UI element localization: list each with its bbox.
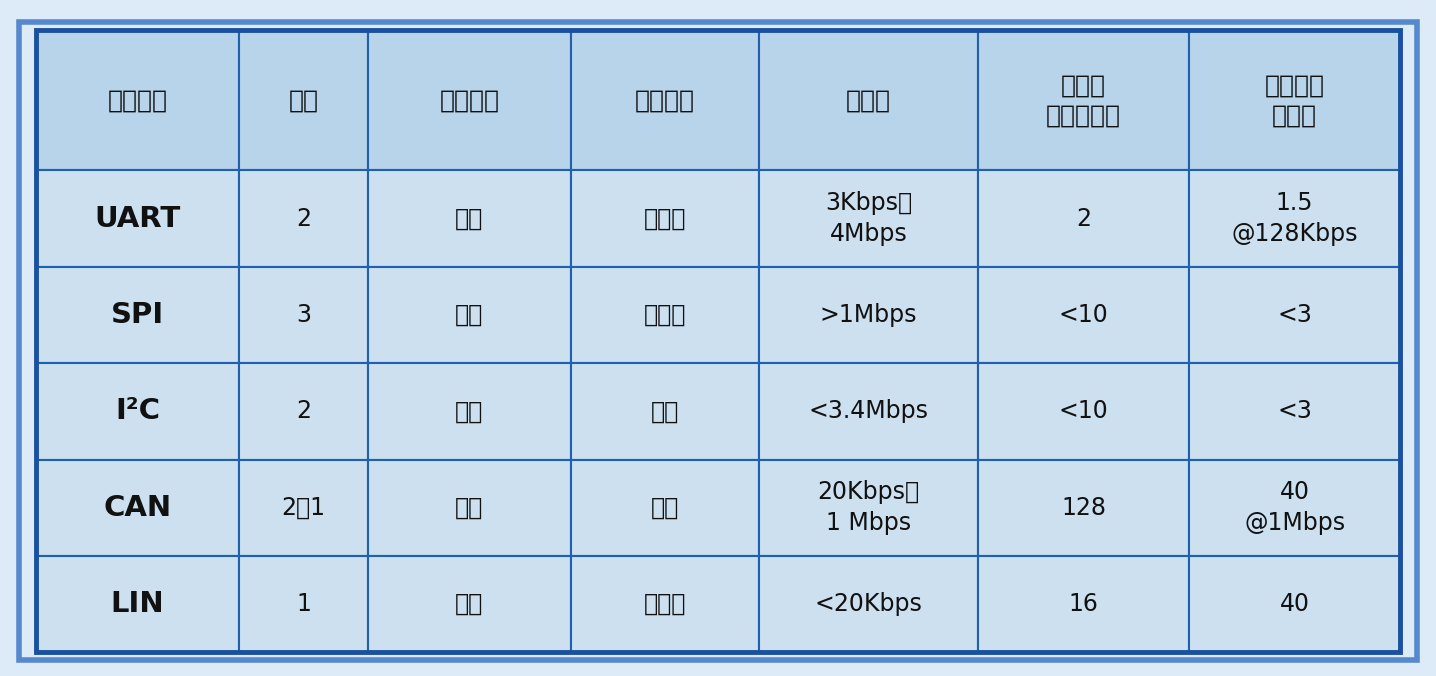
FancyBboxPatch shape: [240, 267, 368, 363]
Text: <10: <10: [1058, 400, 1109, 423]
Text: 2或1: 2或1: [281, 496, 326, 520]
Text: 16: 16: [1068, 592, 1099, 616]
FancyBboxPatch shape: [240, 556, 368, 652]
Text: <3: <3: [1277, 303, 1313, 327]
Text: 1.5
@128Kbps: 1.5 @128Kbps: [1231, 191, 1358, 246]
FancyBboxPatch shape: [368, 556, 572, 652]
Text: 同步: 同步: [455, 400, 484, 423]
Text: 异步: 异步: [455, 496, 484, 520]
Text: <3: <3: [1277, 400, 1313, 423]
FancyBboxPatch shape: [1189, 30, 1400, 170]
Text: 128: 128: [1061, 496, 1106, 520]
FancyBboxPatch shape: [760, 363, 978, 460]
Text: 40
@1Mbps: 40 @1Mbps: [1244, 481, 1346, 535]
FancyBboxPatch shape: [36, 267, 240, 363]
FancyBboxPatch shape: [572, 556, 760, 652]
Text: 2: 2: [296, 400, 312, 423]
FancyBboxPatch shape: [1189, 460, 1400, 556]
Text: 3: 3: [296, 303, 312, 327]
Text: 2: 2: [1076, 207, 1091, 231]
FancyBboxPatch shape: [240, 460, 368, 556]
FancyBboxPatch shape: [760, 460, 978, 556]
Text: <20Kbps: <20Kbps: [814, 592, 923, 616]
Text: 支持: 支持: [651, 400, 679, 423]
FancyBboxPatch shape: [572, 363, 760, 460]
Text: 2: 2: [296, 207, 312, 231]
FancyBboxPatch shape: [978, 556, 1189, 652]
Text: 异步: 异步: [455, 207, 484, 231]
FancyBboxPatch shape: [760, 556, 978, 652]
Text: 总线上
器件的数量: 总线上 器件的数量: [1045, 74, 1122, 127]
Text: 数据率: 数据率: [846, 89, 892, 112]
FancyBboxPatch shape: [36, 170, 240, 267]
FancyBboxPatch shape: [36, 30, 240, 170]
FancyBboxPatch shape: [978, 267, 1189, 363]
FancyBboxPatch shape: [978, 363, 1189, 460]
FancyBboxPatch shape: [1189, 267, 1400, 363]
Text: CAN: CAN: [103, 493, 172, 522]
FancyBboxPatch shape: [368, 460, 572, 556]
Text: 异步: 异步: [455, 592, 484, 616]
Text: 3Kbps到
4Mbps: 3Kbps到 4Mbps: [826, 191, 912, 246]
FancyBboxPatch shape: [36, 363, 240, 460]
FancyBboxPatch shape: [572, 30, 760, 170]
FancyBboxPatch shape: [978, 170, 1189, 267]
Text: <10: <10: [1058, 303, 1109, 327]
Text: 不支持: 不支持: [645, 303, 686, 327]
FancyBboxPatch shape: [760, 267, 978, 363]
FancyBboxPatch shape: [36, 460, 240, 556]
FancyBboxPatch shape: [572, 460, 760, 556]
FancyBboxPatch shape: [240, 30, 368, 170]
Text: 同步: 同步: [455, 303, 484, 327]
FancyBboxPatch shape: [368, 267, 572, 363]
Text: >1Mbps: >1Mbps: [820, 303, 918, 327]
FancyBboxPatch shape: [760, 170, 978, 267]
FancyBboxPatch shape: [36, 556, 240, 652]
FancyBboxPatch shape: [240, 170, 368, 267]
Text: SPI: SPI: [111, 301, 164, 329]
FancyBboxPatch shape: [978, 460, 1189, 556]
Text: 线数: 线数: [289, 89, 319, 112]
Text: 总线类型: 总线类型: [108, 89, 168, 112]
Text: LIN: LIN: [111, 590, 165, 618]
Text: 不支持: 不支持: [645, 207, 686, 231]
FancyBboxPatch shape: [240, 363, 368, 460]
Text: 通信类型: 通信类型: [439, 89, 500, 112]
FancyBboxPatch shape: [368, 170, 572, 267]
Text: 多主支持: 多主支持: [635, 89, 695, 112]
FancyBboxPatch shape: [368, 30, 572, 170]
Text: 1: 1: [296, 592, 312, 616]
FancyBboxPatch shape: [978, 30, 1189, 170]
Text: <3.4Mbps: <3.4Mbps: [808, 400, 929, 423]
FancyBboxPatch shape: [1189, 363, 1400, 460]
Text: 不支持: 不支持: [645, 592, 686, 616]
Text: 40: 40: [1279, 592, 1310, 616]
FancyBboxPatch shape: [368, 363, 572, 460]
Text: 线缆长度
（米）: 线缆长度 （米）: [1265, 74, 1324, 127]
FancyBboxPatch shape: [572, 267, 760, 363]
FancyBboxPatch shape: [572, 170, 760, 267]
FancyBboxPatch shape: [1189, 556, 1400, 652]
FancyBboxPatch shape: [1189, 170, 1400, 267]
Text: 支持: 支持: [651, 496, 679, 520]
Text: 20Kbps到
1 Mbps: 20Kbps到 1 Mbps: [817, 481, 920, 535]
Text: I²C: I²C: [115, 397, 161, 425]
FancyBboxPatch shape: [760, 30, 978, 170]
Text: UART: UART: [95, 205, 181, 233]
